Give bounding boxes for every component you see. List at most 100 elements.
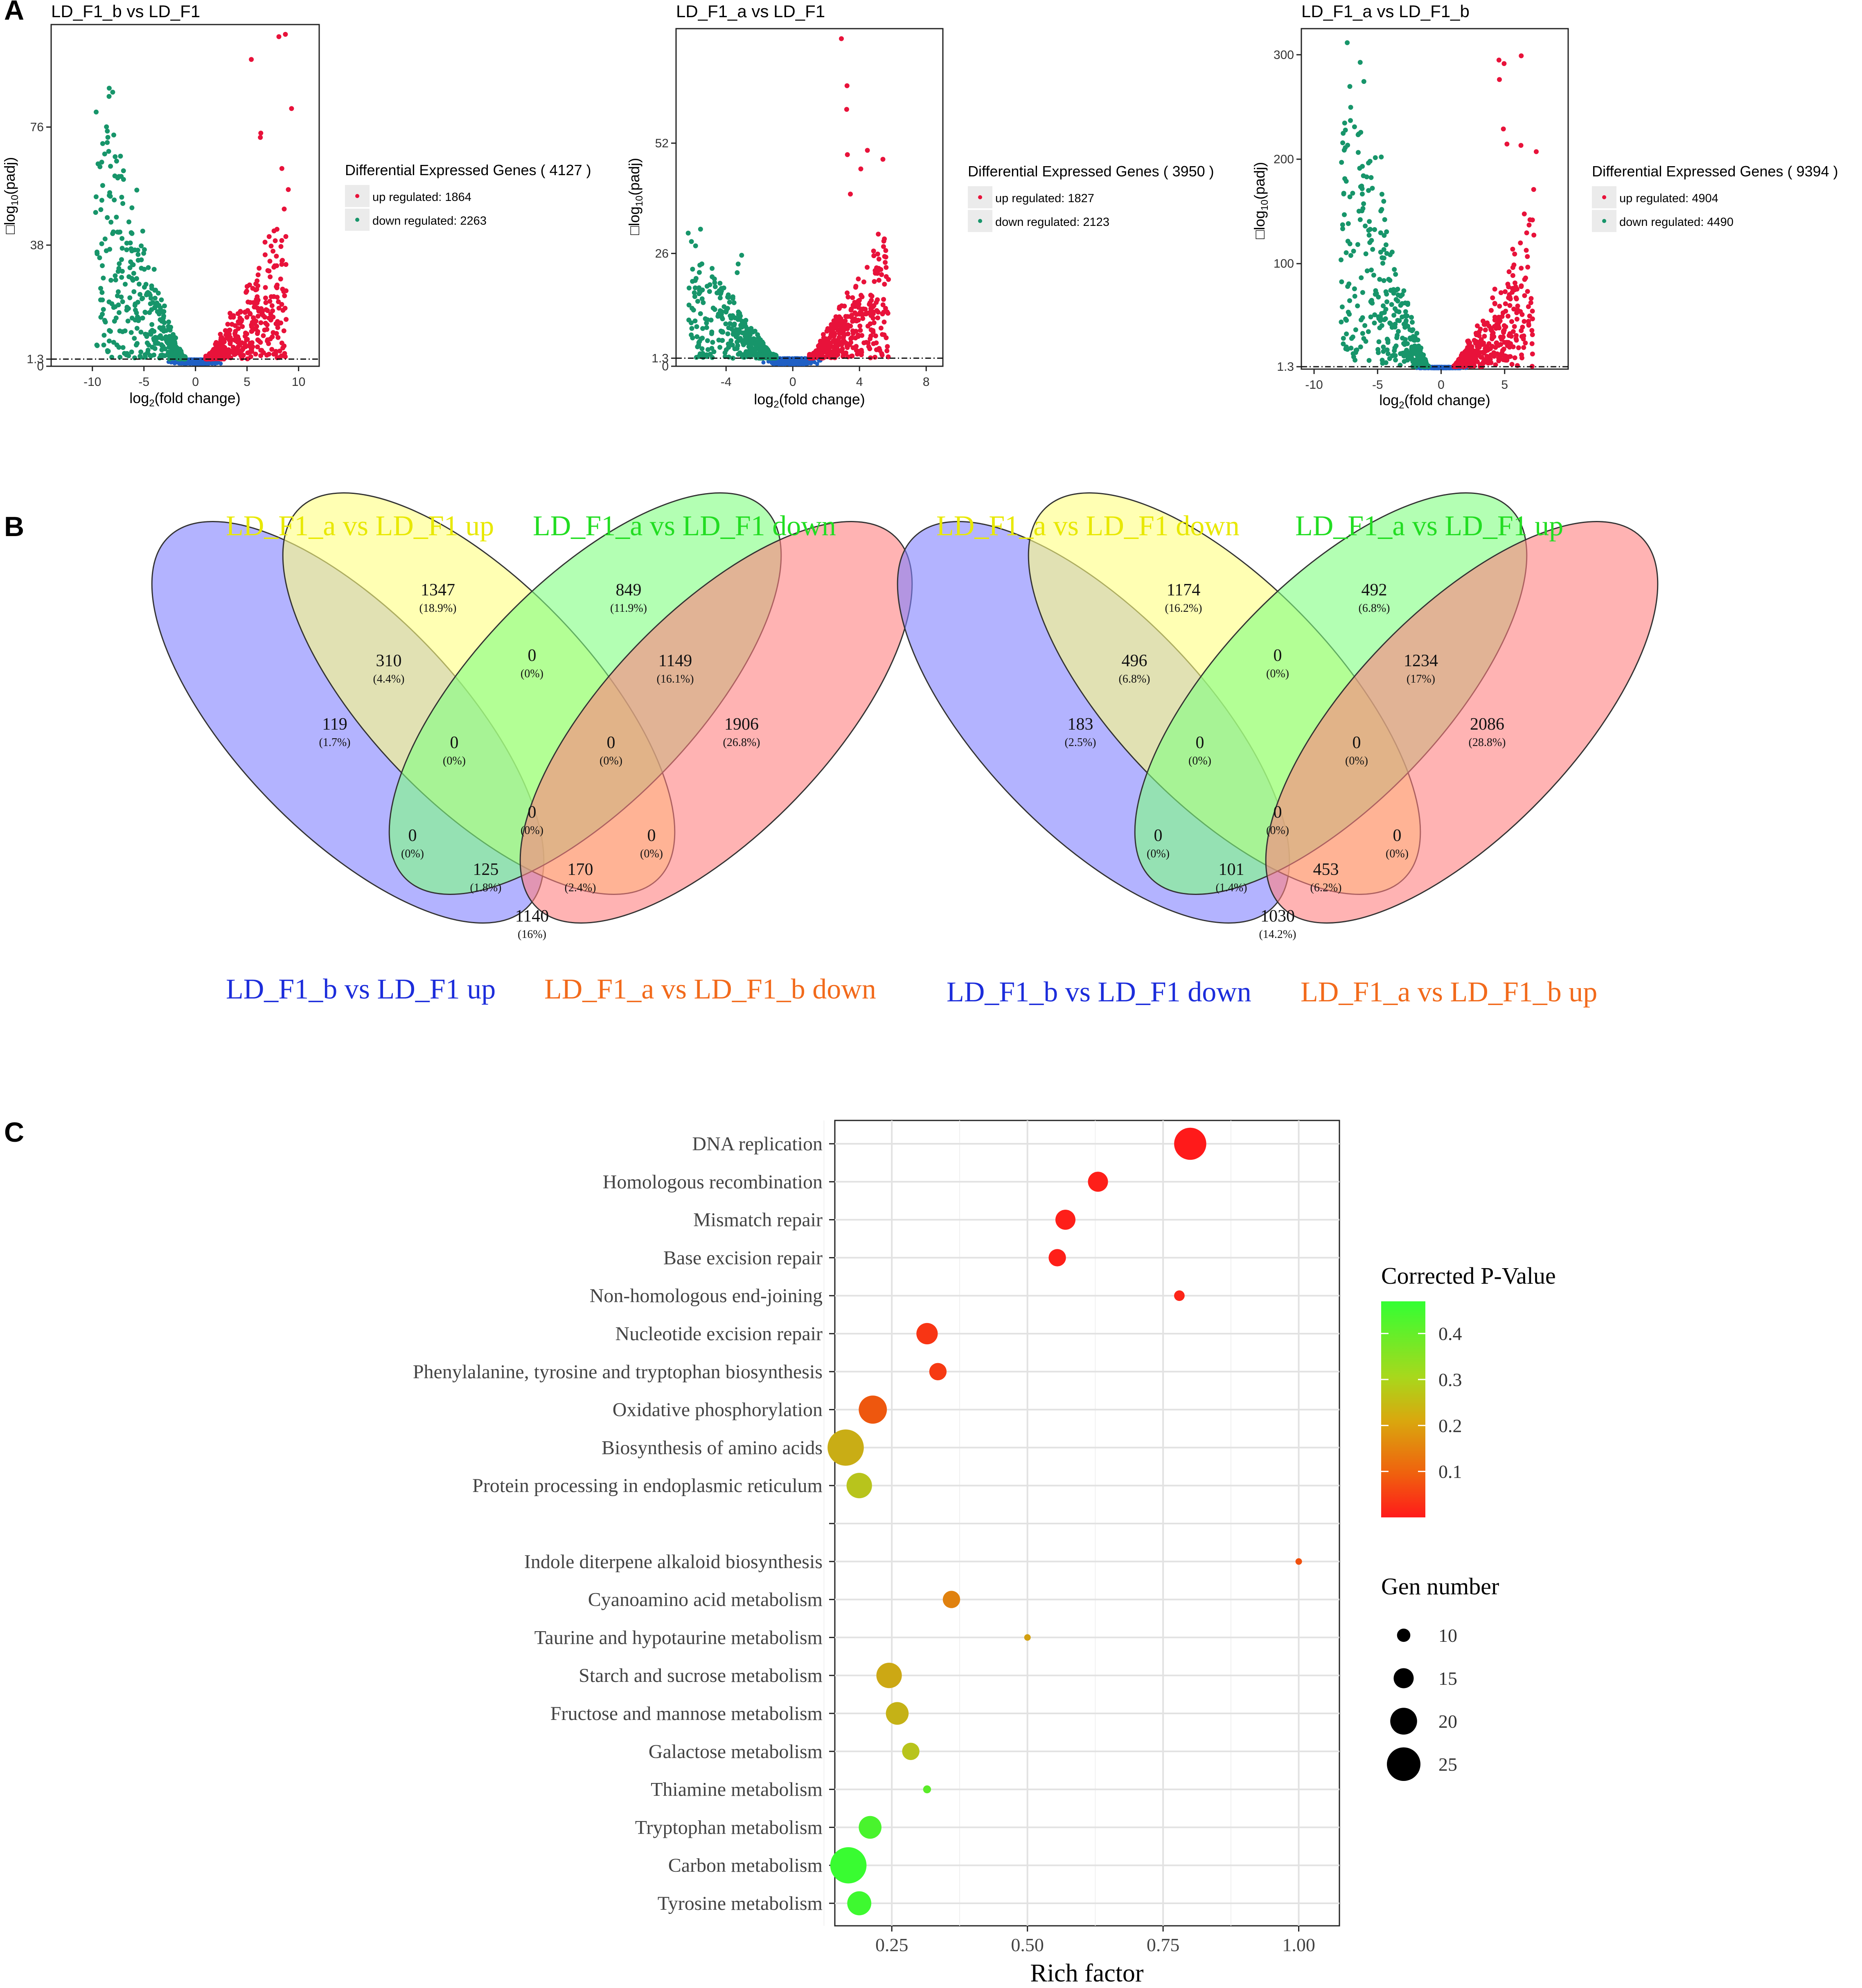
volcano-up-outlier: [276, 34, 282, 39]
venn-2-label-yellow: LD_F1_a vs LD_F1 down: [936, 510, 1240, 542]
volcano-down-point: [114, 214, 119, 220]
volcano-ns-point: [219, 361, 223, 366]
volcano-up-point: [1475, 323, 1480, 329]
volcano-1-legend-title: Differential Expressed Genes ( 4127 ): [345, 162, 591, 178]
volcano-up-outlier: [858, 166, 863, 171]
volcano-up-point: [1461, 355, 1466, 361]
volcano-down-point: [1348, 118, 1353, 123]
venn-region-count: 1140: [515, 907, 549, 926]
volcano-down-point: [1359, 192, 1365, 197]
volcano-down-point: [132, 336, 137, 341]
volcano-plot-3: LD_F1_a vs LD_F1_b -10 -5 0 5 1.3100200300 …: [1251, 2, 1838, 411]
volcano-up-point: [832, 338, 837, 343]
volcano-down-outlier: [1364, 174, 1369, 180]
volcano-up-point: [258, 320, 264, 325]
volcano-3-legend-up-dot: [1602, 195, 1606, 199]
volcano-down-point: [1376, 350, 1381, 355]
volcano-down-point: [124, 241, 129, 246]
volcano-down-point: [717, 281, 723, 286]
volcano-down-point: [1392, 306, 1398, 311]
volcano-up-point: [1518, 240, 1523, 246]
volcano-down-point: [741, 342, 746, 347]
volcano-x-tick-label: 5: [243, 375, 250, 389]
volcano-up-point: [271, 264, 277, 270]
volcano-down-point: [116, 289, 121, 294]
volcano-down-point: [1383, 307, 1389, 312]
volcano-down-point: [1404, 313, 1410, 318]
volcano-up-point: [1522, 319, 1527, 324]
volcano-up-point: [863, 340, 869, 345]
volcano-up-point: [883, 248, 888, 253]
volcano-down-point: [128, 246, 134, 251]
volcano-down-point: [709, 346, 715, 351]
volcano-up-point: [273, 349, 279, 354]
volcano-down-point: [1398, 303, 1403, 308]
volcano-y-tick-label: 200: [1274, 153, 1294, 166]
volcano-down-point: [1391, 313, 1397, 318]
volcano-down-point: [1359, 317, 1364, 322]
volcano-up-point: [859, 293, 863, 298]
venn-region-percent: (6.8%): [1119, 673, 1150, 685]
volcano-down-point: [720, 329, 725, 334]
volcano-down-point: [145, 347, 151, 353]
volcano-up-point: [865, 323, 870, 329]
volcano-down-outlier: [1348, 105, 1353, 110]
volcano-down-point: [1384, 291, 1389, 297]
volcano-up-point: [1501, 323, 1507, 328]
volcano-up-point: [271, 228, 277, 234]
volcano-down-point: [1387, 356, 1392, 361]
volcano-down-point: [143, 282, 149, 287]
volcano-down-point: [1363, 251, 1368, 257]
volcano-down-point: [1383, 242, 1389, 248]
volcano-down-point: [1344, 331, 1349, 336]
volcano-down-point: [143, 331, 148, 337]
volcano-up-point: [1490, 295, 1495, 300]
bubble-x-tick-label: 1.00: [1282, 1934, 1315, 1955]
volcano-down-point: [166, 319, 171, 325]
volcano-down-point: [107, 193, 112, 198]
volcano-up-point: [850, 331, 856, 336]
volcano-down-point: [700, 326, 706, 331]
volcano-down-outlier: [93, 210, 98, 215]
volcano-up-point: [253, 352, 258, 357]
volcano-down-point: [120, 201, 126, 206]
venn-region-count: 183: [1068, 715, 1093, 734]
bubble-point: [876, 1663, 902, 1688]
volcano-up-point: [859, 312, 865, 318]
volcano-up-point: [279, 238, 284, 243]
volcano-up-point: [1503, 301, 1508, 307]
volcano-up-point: [845, 314, 850, 319]
volcano-up-point: [870, 316, 876, 321]
volcano-down-point: [157, 325, 162, 330]
volcano-down-point: [1380, 361, 1385, 366]
volcano-down-point: [101, 333, 107, 338]
volcano-up-point: [1513, 280, 1517, 286]
volcano-up-point: [1523, 340, 1528, 346]
bubble-point: [1024, 1634, 1031, 1641]
volcano-down-point: [119, 275, 124, 280]
venn-region-count: 0: [528, 803, 537, 822]
volcano-up-point: [1497, 304, 1502, 309]
volcano-3-title: LD_F1_a vs LD_F1_b: [1301, 2, 1470, 21]
volcano-up-point: [1510, 273, 1515, 278]
volcano-down-point: [738, 313, 743, 319]
volcano-up-point: [883, 306, 888, 311]
volcano-down-point: [752, 336, 757, 342]
volcano-up-point: [274, 254, 279, 259]
bubble-category-label: Biosynthesis of amino acids: [602, 1437, 823, 1458]
volcano-up-point: [209, 352, 214, 357]
venn-region-percent: (28.8%): [1469, 736, 1506, 749]
volcano-down-point: [137, 316, 142, 321]
volcano-down-point: [104, 248, 109, 253]
volcano-down-point: [99, 290, 105, 295]
bubble-x-label: Rich factor: [1030, 1959, 1144, 1987]
volcano-up-point: [264, 322, 270, 327]
volcano-down-point: [1340, 222, 1345, 228]
volcano-down-point: [101, 307, 106, 312]
volcano-up-point: [1527, 217, 1533, 222]
volcano-up-point: [269, 303, 275, 308]
volcano-down-point: [162, 320, 167, 325]
volcano-3-legend-up: up regulated: 4904: [1619, 192, 1718, 205]
volcano-down-outlier: [735, 261, 741, 267]
volcano-1-legend-up: up regulated: 1864: [372, 191, 471, 204]
